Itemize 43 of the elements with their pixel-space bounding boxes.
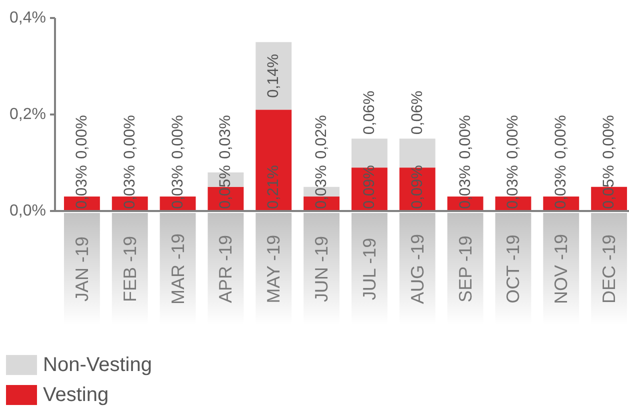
data-label: 0,09% [360, 164, 378, 209]
data-label: 0,00% [600, 114, 618, 159]
y-tick-label: 0,0% [10, 202, 46, 220]
x-tick-label: JAN -19 [72, 236, 92, 302]
data-label: 0,05% [217, 164, 234, 209]
x-tick-label: OCT -19 [503, 234, 524, 304]
x-tick-label: JUL -19 [359, 238, 380, 300]
legend-label: Vesting [43, 384, 109, 406]
data-label: 0,14% [265, 54, 282, 98]
x-tick-label: JUN -19 [312, 236, 332, 302]
data-label: 0,03% [73, 164, 90, 209]
y-tick-label: 0,2% [10, 106, 46, 123]
x-tick-label: DEC -19 [599, 234, 620, 304]
x-tick-label: MAR -19 [168, 233, 188, 305]
data-label: 0,03% [552, 164, 570, 209]
x-tick-label: FEB -19 [120, 236, 140, 302]
data-label: 0,00% [504, 114, 522, 159]
data-label: 0,00% [456, 114, 474, 159]
data-label: 0,00% [552, 114, 570, 159]
data-label: 0,03% [169, 164, 186, 209]
x-tick-label: MAY -19 [264, 234, 284, 304]
data-label: 0,21% [265, 164, 282, 209]
x-tick-label: AUG -19 [407, 234, 428, 304]
legend-label: Non-Vesting [43, 354, 152, 376]
data-label: 0,09% [408, 164, 426, 209]
bar [256, 110, 292, 211]
data-label: 0,03% [217, 114, 234, 159]
data-label: 0,03% [313, 164, 330, 209]
data-label: 0,03% [121, 164, 138, 209]
data-label: 0,03% [504, 164, 522, 209]
data-label: 0,06% [360, 90, 378, 135]
x-tick-label: APR -19 [216, 234, 236, 304]
y-tick-label: 0,4% [10, 10, 46, 26]
data-label: 0,00% [73, 114, 90, 159]
data-label: 0,05% [600, 164, 618, 209]
data-label: 0,00% [169, 114, 186, 159]
data-label: 0,00% [121, 114, 138, 159]
data-label: 0,06% [408, 90, 426, 135]
x-tick-label: SEP -19 [455, 236, 476, 302]
x-tick-label: NOV -19 [551, 234, 572, 304]
data-label: 0,02% [313, 114, 330, 159]
bar [256, 42, 292, 110]
data-label: 0,03% [456, 164, 474, 209]
